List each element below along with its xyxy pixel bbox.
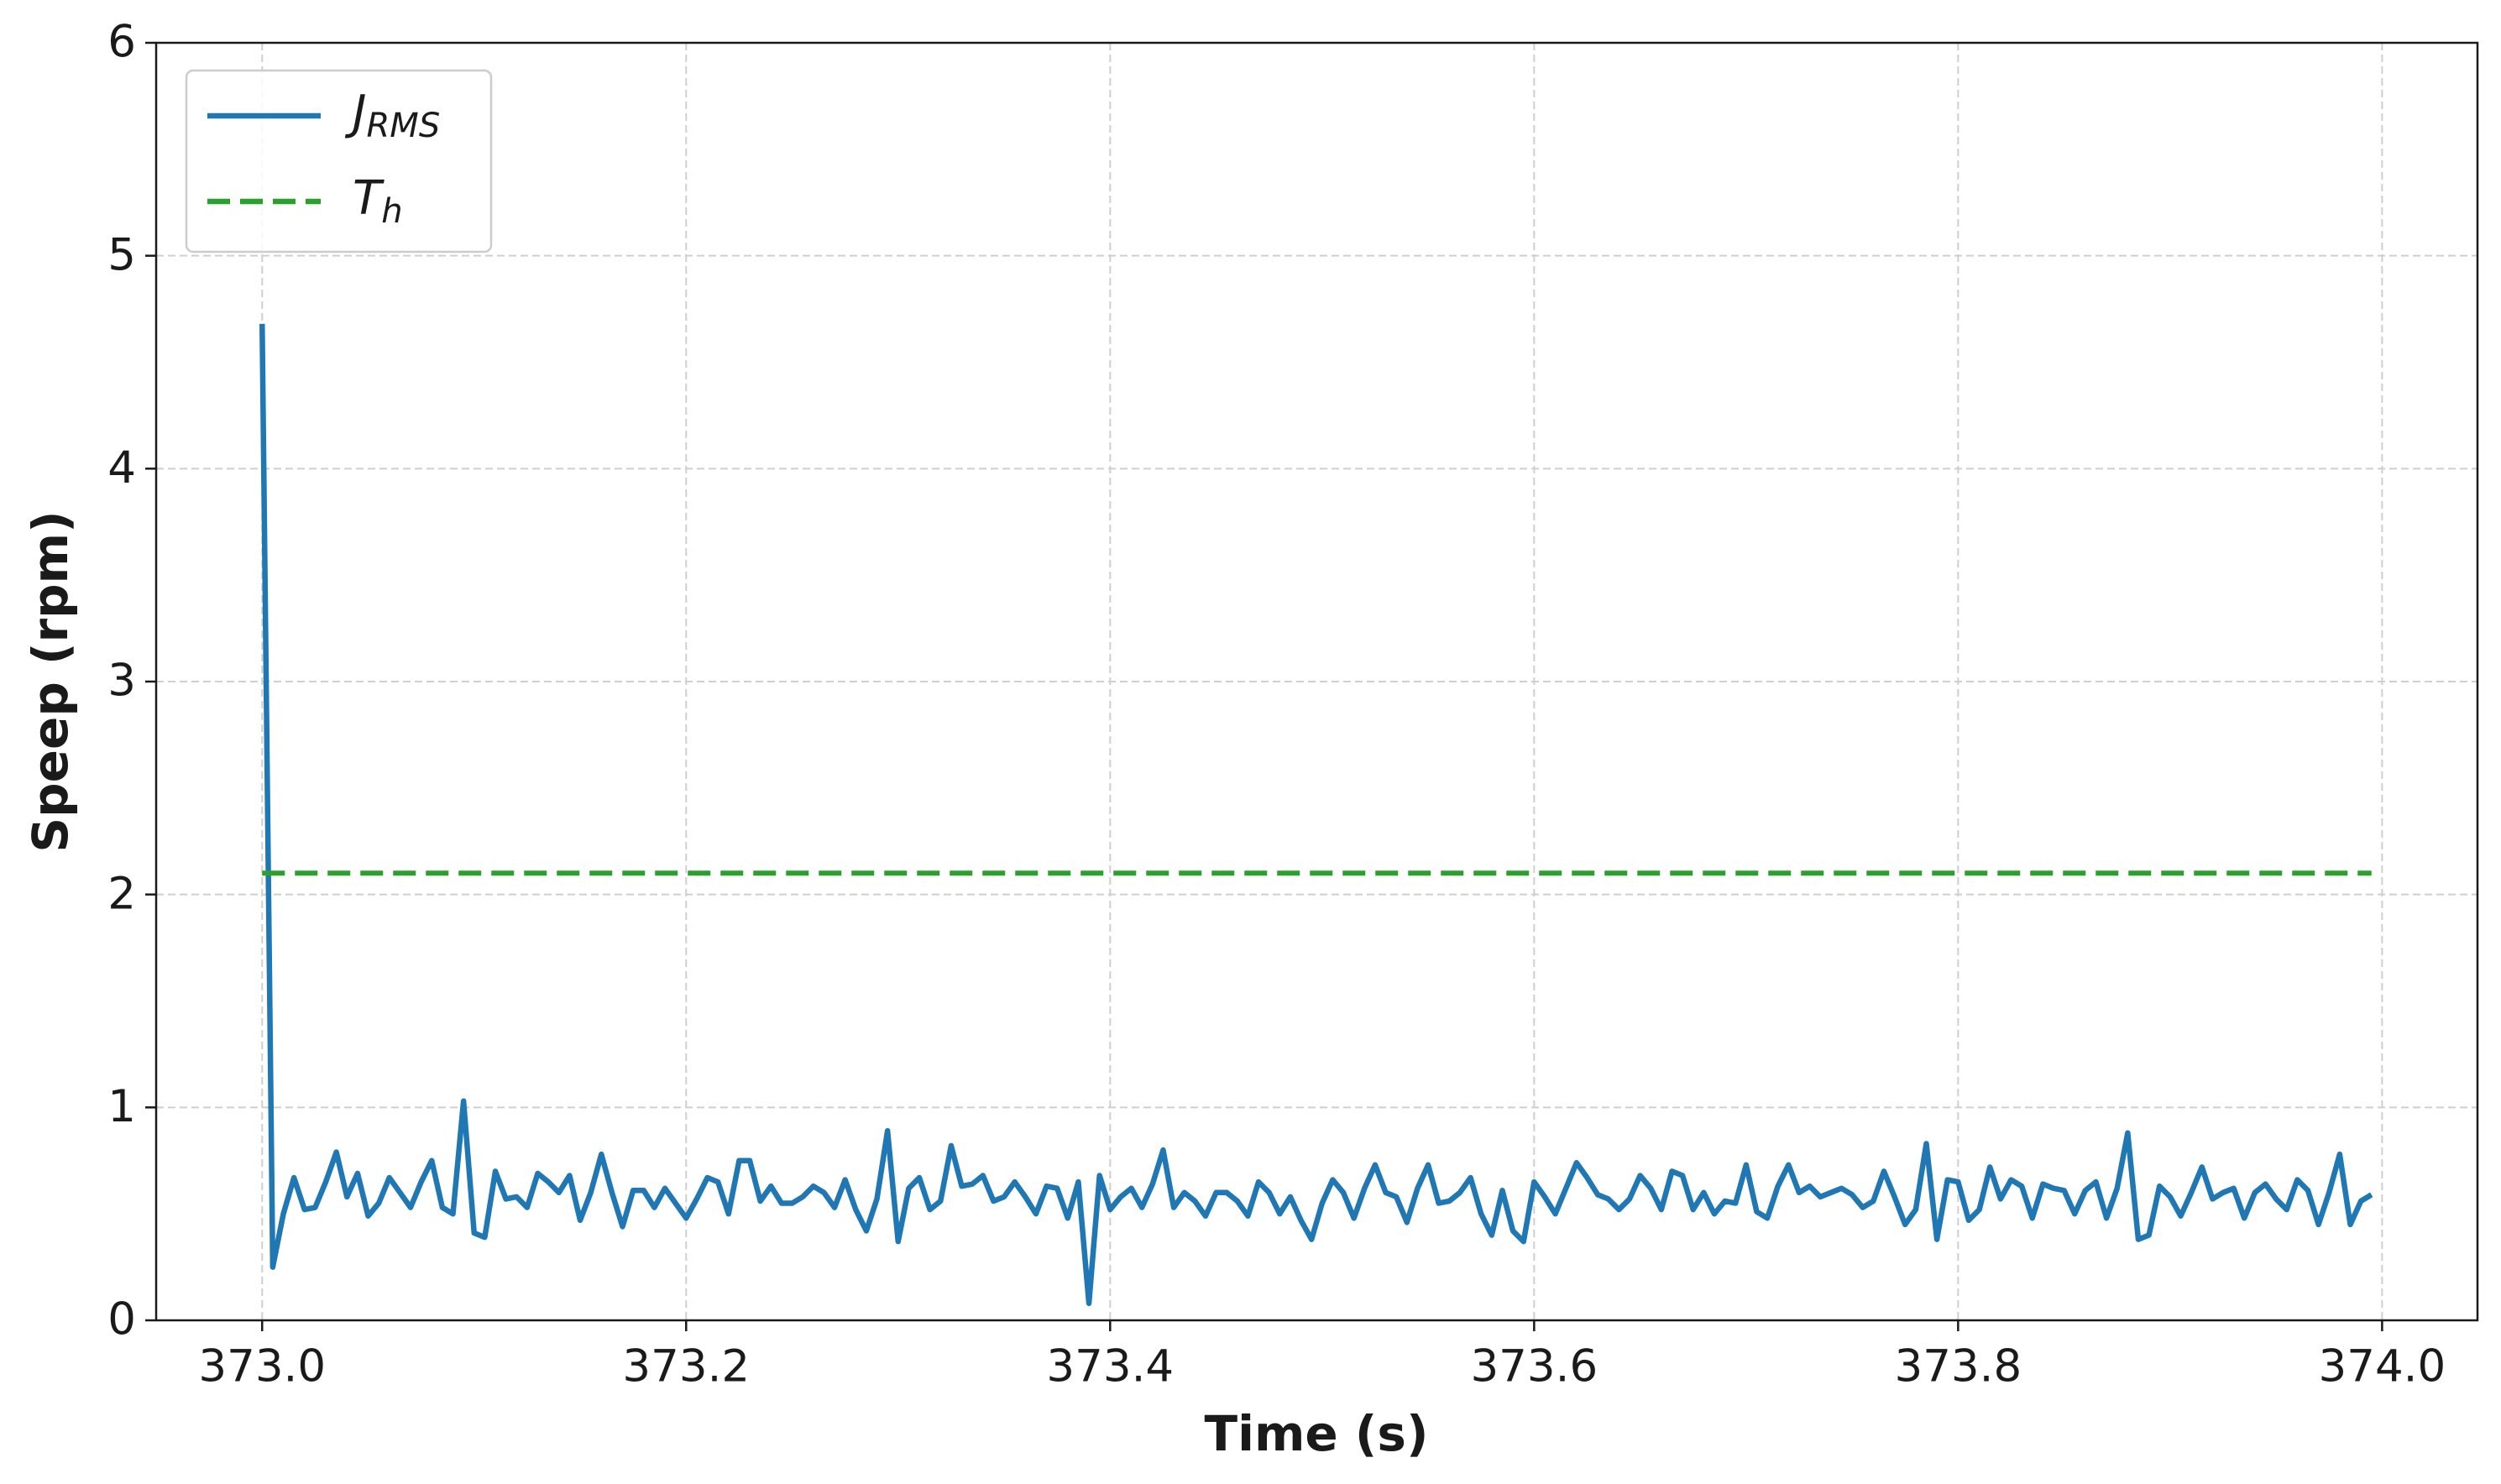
y-tick-label: 0 <box>107 1294 136 1346</box>
x-tick-label: 373.4 <box>1046 1341 1174 1393</box>
legend-box <box>185 69 493 253</box>
y-tick-label: 4 <box>107 442 136 494</box>
x-tick-label: 374.0 <box>2319 1341 2446 1393</box>
y-axis-label: Speep (rpm) <box>22 510 79 852</box>
x-tick-label: 373.2 <box>622 1341 750 1393</box>
y-tick-label: 2 <box>107 868 136 919</box>
series-line <box>259 323 2373 1306</box>
x-axis-label: Time (s) <box>1205 1405 1429 1462</box>
y-tick-label: 3 <box>107 656 136 707</box>
y-tick-label: 1 <box>107 1081 136 1132</box>
plot-frame <box>154 41 2479 1322</box>
x-tick-label: 373.8 <box>1894 1341 2022 1393</box>
legend-label: Th <box>353 171 403 231</box>
y-tick-label: 5 <box>107 229 136 280</box>
x-tick-label: 373.0 <box>198 1341 326 1393</box>
y-tick-label: 6 <box>107 17 136 68</box>
x-tick-label: 373.6 <box>1470 1341 1598 1393</box>
